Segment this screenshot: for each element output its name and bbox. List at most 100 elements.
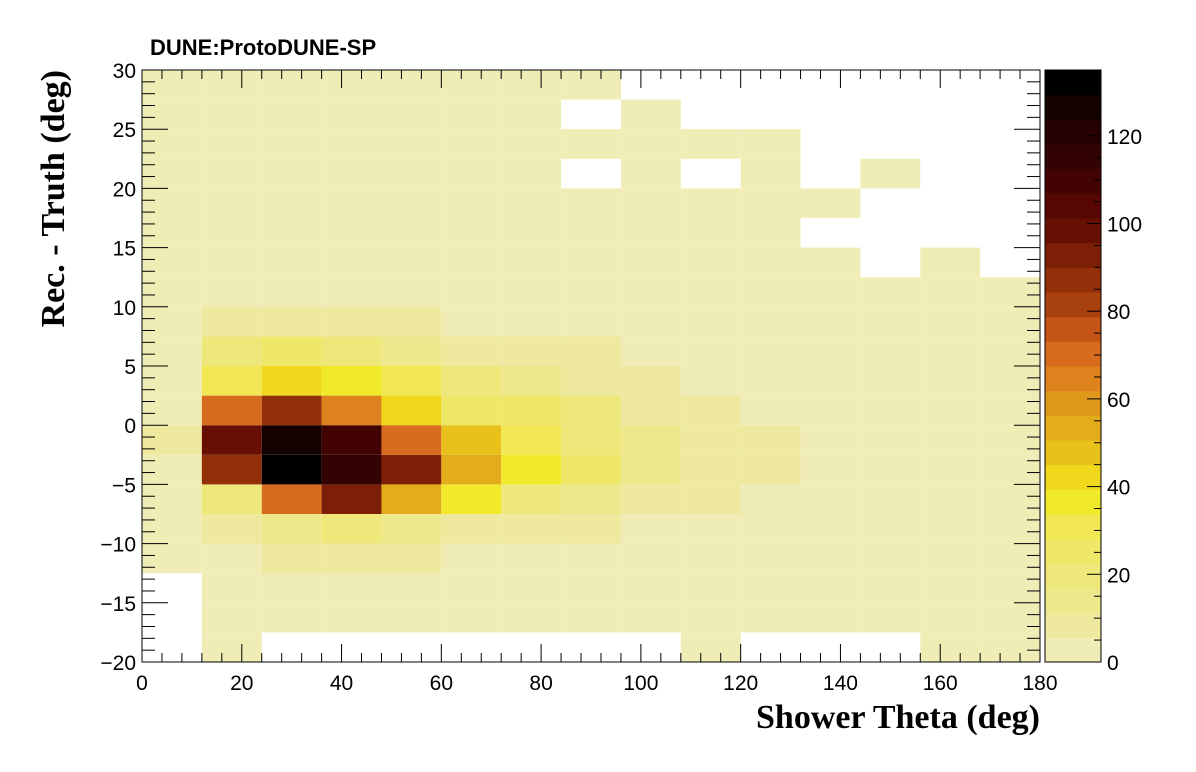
heatmap-cell — [142, 425, 202, 455]
color-scale-step — [1045, 70, 1101, 96]
heatmap-cell — [441, 454, 502, 485]
heatmap-cell — [740, 573, 801, 603]
heatmap-cell — [441, 484, 502, 514]
chart-title: DUNE:ProtoDUNE-SP — [150, 35, 376, 60]
y-tick-label: 10 — [113, 297, 136, 320]
heatmap-cell — [441, 277, 502, 307]
heatmap-cell — [800, 484, 861, 514]
heatmap-cell — [261, 454, 322, 485]
heatmap-cell — [561, 514, 621, 544]
heatmap-cell — [261, 543, 322, 574]
heatmap-cell — [261, 158, 322, 189]
heatmap-cell — [860, 484, 921, 514]
heatmap-cell — [680, 543, 741, 574]
heatmap-cell — [980, 306, 1040, 337]
heatmap-cell — [321, 395, 382, 426]
heatmap-cell — [860, 454, 921, 485]
heatmap-cell — [680, 484, 741, 514]
x-tick-label: 100 — [623, 672, 658, 695]
x-tick-label: 140 — [823, 672, 858, 695]
heatmap-cell — [261, 425, 322, 455]
heatmap-cell — [860, 366, 921, 396]
heatmap-cell — [381, 158, 442, 189]
heatmap-cell — [561, 306, 621, 337]
heatmap-cell — [501, 277, 562, 307]
x-tick-label: 80 — [529, 672, 552, 695]
heatmap-cell — [201, 366, 262, 396]
heatmap-cell — [441, 514, 502, 544]
heatmap-cell — [381, 454, 442, 485]
heatmap-cell — [261, 336, 322, 366]
heatmap-cell — [620, 395, 681, 426]
heatmap-cell — [441, 306, 502, 337]
y-tick-label: −5 — [112, 474, 136, 497]
heatmap-cell — [800, 454, 861, 485]
heatmap-cell — [142, 188, 202, 218]
heatmap-cell — [980, 514, 1040, 544]
heatmap-cell — [321, 277, 382, 307]
heatmap-cells — [142, 70, 1040, 662]
heatmap-cell — [142, 70, 202, 100]
heatmap-cell — [441, 336, 502, 366]
heatmap-cell — [441, 366, 502, 396]
heatmap-cell — [441, 188, 502, 218]
heatmap-cell — [561, 277, 621, 307]
heatmap-cell — [501, 158, 562, 189]
heatmap-cell — [980, 366, 1040, 396]
heatmap-cell — [261, 129, 322, 159]
color-scale-step — [1045, 390, 1101, 416]
x-axis-title: Shower Theta (deg) — [756, 699, 1040, 736]
heatmap-cell — [561, 70, 621, 100]
heatmap-cell — [680, 395, 741, 426]
heatmap-cell — [980, 573, 1040, 603]
heatmap-cell — [321, 306, 382, 337]
heatmap-cell — [561, 454, 621, 485]
heatmap-cell — [740, 336, 801, 366]
heatmap-cell — [620, 99, 681, 130]
heatmap-cell — [321, 573, 382, 603]
y-tick-label: −20 — [100, 652, 136, 675]
heatmap-cell — [740, 188, 801, 218]
heatmap-cell — [740, 366, 801, 396]
heatmap-cell — [501, 218, 562, 248]
heatmap-cell — [740, 514, 801, 544]
heatmap-cell — [321, 129, 382, 159]
heatmap-cell — [920, 366, 981, 396]
heatmap-cell — [800, 188, 861, 218]
heatmap-cell — [980, 632, 1040, 662]
heatmap-cell — [381, 218, 442, 248]
heatmap-cell — [680, 218, 741, 248]
heatmap-cell — [501, 99, 562, 130]
heatmap-cell — [261, 484, 322, 514]
heatmap-cell — [920, 573, 981, 603]
heatmap-cell — [201, 425, 262, 455]
x-tick-label: 120 — [723, 672, 758, 695]
heatmap-cell — [501, 543, 562, 574]
heatmap-cell — [201, 484, 262, 514]
heatmap-cell — [321, 188, 382, 218]
heatmap-cell — [740, 218, 801, 248]
heatmap-cell — [920, 543, 981, 574]
heatmap-cell — [201, 218, 262, 248]
heatmap-cell — [740, 306, 801, 337]
heatmap-cell — [261, 514, 322, 544]
y-tick-label: 0 — [124, 415, 136, 438]
color-scale-step — [1045, 489, 1101, 515]
heatmap-cell — [142, 366, 202, 396]
heatmap-cell — [501, 602, 562, 633]
heatmap-cell — [261, 366, 322, 396]
y-axis-title: Rec. - Truth (deg) — [35, 70, 72, 327]
heatmap-cell — [740, 543, 801, 574]
heatmap-cell — [620, 336, 681, 366]
heatmap-cell — [201, 514, 262, 544]
heatmap-cell — [261, 247, 322, 278]
heatmap-cell — [201, 188, 262, 218]
color-scale-step — [1045, 292, 1101, 318]
color-scale-step — [1045, 316, 1101, 342]
heatmap-cell — [201, 129, 262, 159]
heatmap-cell — [381, 425, 442, 455]
heatmap-cell — [381, 277, 442, 307]
heatmap-cell — [680, 336, 741, 366]
y-tick-label: 5 — [124, 356, 136, 379]
